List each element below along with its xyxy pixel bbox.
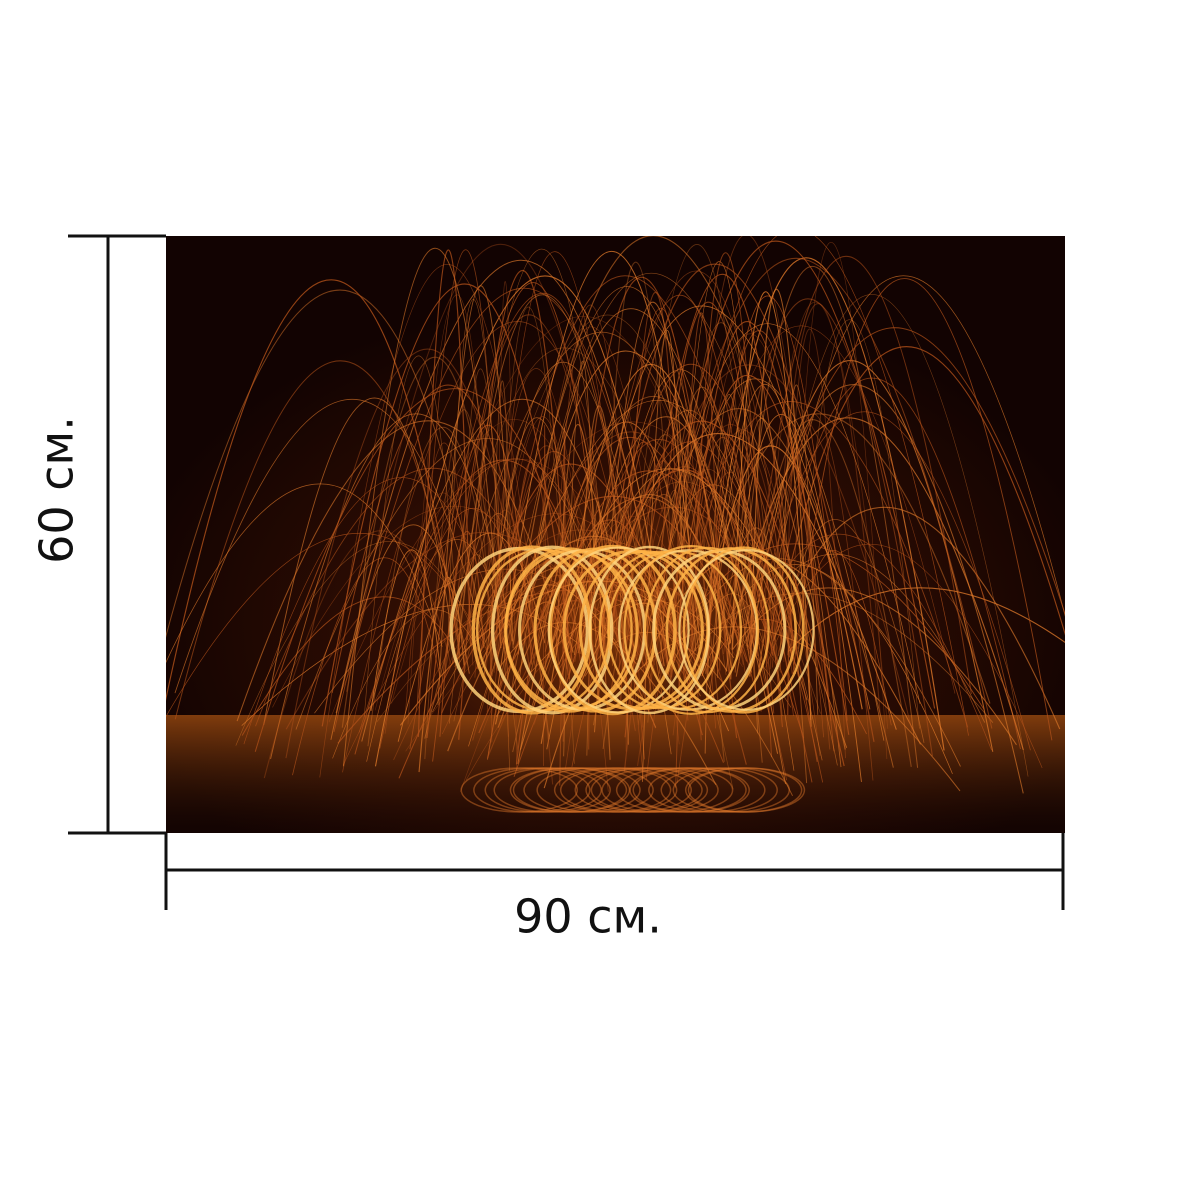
water-reflection [166, 715, 1065, 833]
height-label: 60 см. [30, 416, 84, 564]
width-label: 90 см. [514, 890, 662, 944]
photo [136, 228, 1134, 833]
